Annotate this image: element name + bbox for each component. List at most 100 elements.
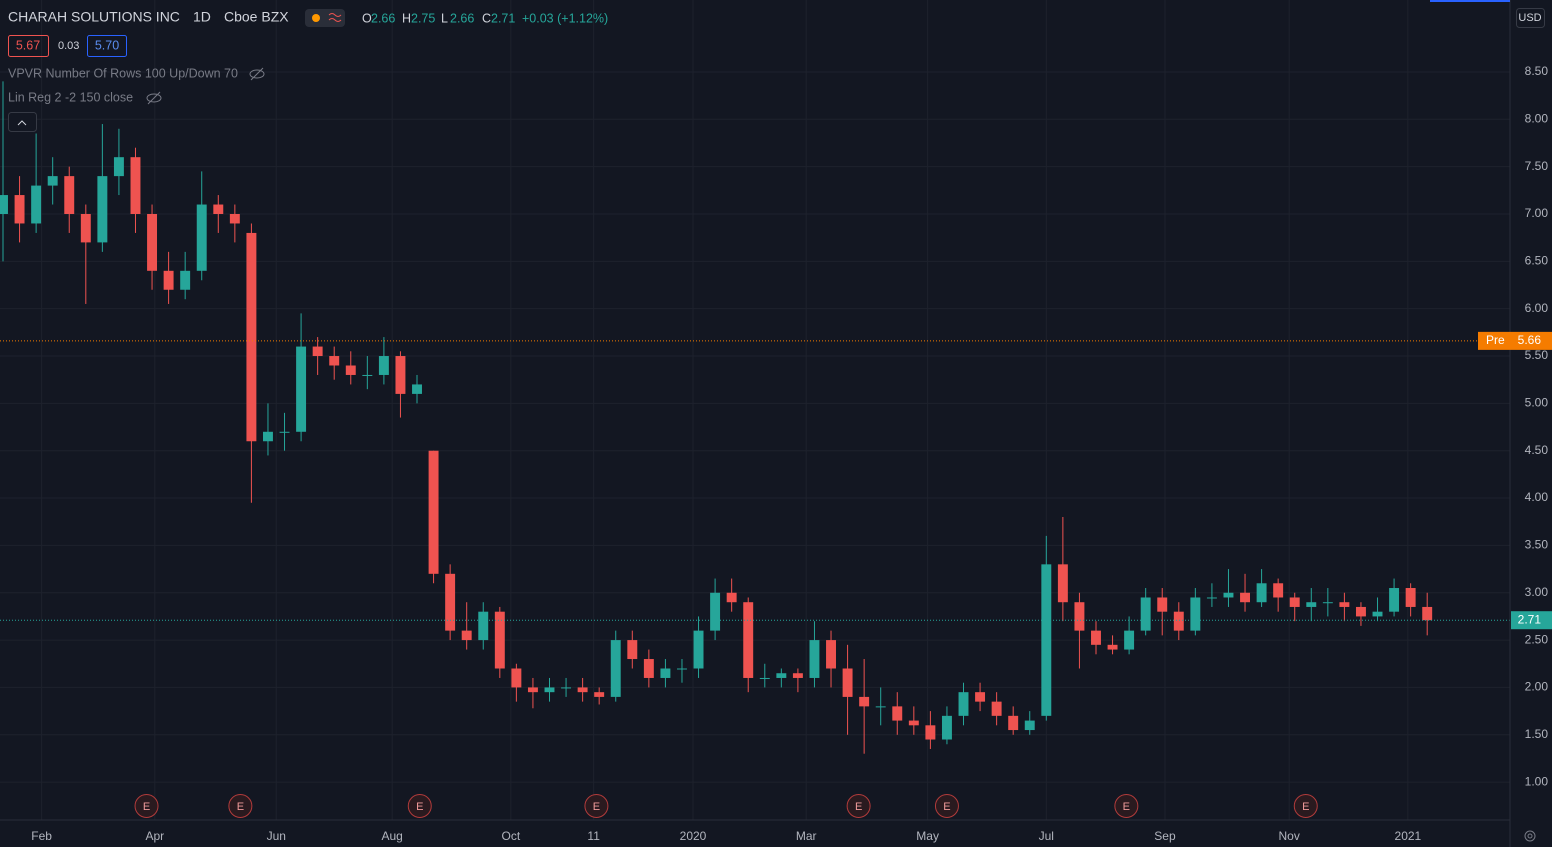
earnings-label: E xyxy=(143,801,150,813)
indicator-label[interactable]: VPVR Number Of Rows 100 Up/Down 70 xyxy=(8,66,238,80)
candle-body xyxy=(1041,564,1052,716)
candle-body xyxy=(1240,592,1251,603)
symbol[interactable]: CHARAH SOLUTIONS INC xyxy=(8,9,180,25)
candle-body xyxy=(478,611,489,641)
candle-body xyxy=(594,692,605,697)
candle-body xyxy=(941,715,952,740)
candle-body xyxy=(1223,592,1234,598)
candle-body xyxy=(180,270,191,290)
ask-box[interactable] xyxy=(87,35,127,57)
candle-body xyxy=(1074,602,1085,631)
candle-body xyxy=(329,356,340,366)
earnings-label: E xyxy=(855,801,862,813)
candle-body xyxy=(1422,606,1433,621)
candle-body xyxy=(975,692,986,702)
bid-box[interactable] xyxy=(8,35,49,57)
indicator-label[interactable]: Lin Reg 2 -2 150 close xyxy=(8,90,133,104)
y-tick-label: 7.00 xyxy=(1525,206,1549,220)
candle-body xyxy=(660,668,671,678)
h-label: H xyxy=(402,11,411,25)
interval[interactable]: 1D xyxy=(193,9,211,25)
earnings-label: E xyxy=(416,801,423,813)
l-value: 2.66 xyxy=(450,11,474,25)
pre-market-badge xyxy=(1478,331,1552,350)
candle-body xyxy=(196,204,207,271)
candle-body xyxy=(826,640,836,669)
candle-body xyxy=(213,204,224,214)
candle-body xyxy=(494,611,505,669)
candle-body xyxy=(147,213,158,271)
candle-body xyxy=(726,592,737,603)
candle-body xyxy=(743,602,754,678)
earnings-marker xyxy=(1114,794,1139,818)
y-tick-label: 5.00 xyxy=(1525,396,1549,410)
bid: 5.67 xyxy=(16,38,40,52)
last-price-badge xyxy=(1511,611,1552,630)
candle-body xyxy=(1206,597,1217,599)
l-label: L xyxy=(441,11,448,25)
candle-body xyxy=(1190,597,1201,631)
earnings-marker xyxy=(584,794,609,818)
candle-body xyxy=(445,573,456,631)
session-badge[interactable] xyxy=(305,9,345,27)
candle-body xyxy=(1157,597,1168,612)
earnings-marker xyxy=(407,794,432,818)
candle-body xyxy=(163,270,174,290)
exchange: Cboe BZX xyxy=(224,9,289,25)
y-tick-label: 1.50 xyxy=(1525,727,1549,741)
x-tick-label: Sep xyxy=(1154,829,1176,843)
candle-body xyxy=(312,346,323,357)
candle-body xyxy=(958,692,969,716)
sun-icon xyxy=(312,14,320,22)
candle-body xyxy=(792,673,803,678)
y-tick-label: 5.50 xyxy=(1525,348,1549,362)
candle-body xyxy=(1289,597,1300,607)
y-tick-label: 6.50 xyxy=(1525,254,1549,268)
x-tick-label: Feb xyxy=(31,829,52,843)
ask: 5.70 xyxy=(95,38,119,52)
candle-body xyxy=(561,687,572,689)
candle-body xyxy=(511,668,522,688)
x-tick-label: Apr xyxy=(145,829,164,843)
candle-body xyxy=(776,673,787,678)
candle-body xyxy=(677,668,687,670)
candle-body xyxy=(527,687,538,693)
candle-body xyxy=(1405,588,1416,607)
candle-body xyxy=(859,696,870,707)
o-value: 2.66 xyxy=(371,11,395,25)
y-tick-label: 8.50 xyxy=(1525,64,1549,78)
candle-body xyxy=(1107,644,1118,650)
earnings-marker xyxy=(934,794,959,818)
y-tick-label: 2.00 xyxy=(1525,680,1549,694)
candle-body xyxy=(0,195,8,214)
y-tick-label: 7.50 xyxy=(1525,159,1549,173)
y-tick-label: 6.00 xyxy=(1525,301,1549,315)
candle-body xyxy=(296,346,307,432)
candle-body xyxy=(47,176,58,186)
candle-body xyxy=(395,356,406,394)
earnings-marker xyxy=(1293,794,1318,818)
currency-box[interactable] xyxy=(1516,8,1545,28)
y-tick-label: 8.00 xyxy=(1525,111,1549,125)
earnings-marker xyxy=(228,794,253,818)
candle-body xyxy=(991,701,1002,716)
hidden-icon[interactable] xyxy=(249,67,265,81)
candle-body xyxy=(643,659,654,678)
x-tick-label: 2020 xyxy=(680,829,707,843)
candle-body xyxy=(610,640,621,697)
candle-body xyxy=(925,725,936,740)
waves-icon xyxy=(328,13,342,22)
candle-body xyxy=(378,356,389,375)
hidden-icon[interactable] xyxy=(146,91,162,105)
candle-body xyxy=(345,365,356,375)
settings-icon[interactable] xyxy=(1524,830,1536,842)
earnings-label: E xyxy=(943,801,950,813)
earnings-label: E xyxy=(1302,801,1309,813)
candle-body xyxy=(1008,715,1019,731)
x-tick-label: Jul xyxy=(1039,829,1054,843)
earnings-label: E xyxy=(237,801,244,813)
candle-body xyxy=(1322,602,1333,604)
candle-body xyxy=(130,157,141,214)
earnings-marker xyxy=(134,794,159,818)
